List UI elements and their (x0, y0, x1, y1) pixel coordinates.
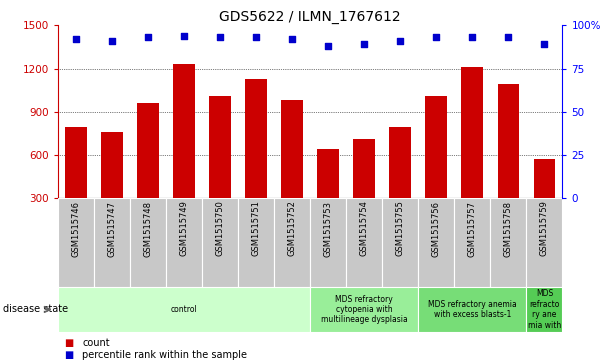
Bar (202, 198, 238, 287)
Bar (418, 287, 527, 332)
Bar (101, 132, 123, 241)
Text: GSM1515751: GSM1515751 (252, 200, 260, 256)
Text: GSM1515759: GSM1515759 (540, 200, 549, 256)
Text: GSM1515750: GSM1515750 (215, 200, 224, 256)
Bar (173, 64, 195, 241)
Point (251, 34, 261, 40)
Bar (282, 100, 303, 241)
Bar (527, 198, 562, 287)
Bar (94, 198, 130, 287)
Bar (274, 198, 310, 287)
Point (215, 34, 225, 40)
Point (71, 36, 81, 42)
Text: ■: ■ (64, 350, 73, 360)
Point (179, 33, 188, 38)
Bar (238, 198, 274, 287)
Text: GSM1515752: GSM1515752 (288, 200, 297, 256)
Text: GSM1515749: GSM1515749 (179, 200, 188, 256)
Point (359, 41, 369, 47)
Point (503, 34, 513, 40)
Bar (497, 84, 519, 241)
Bar (389, 127, 411, 241)
Text: GSM1515747: GSM1515747 (108, 200, 116, 257)
Text: GSM1515756: GSM1515756 (432, 200, 441, 257)
Text: ■: ■ (64, 338, 73, 348)
Point (287, 36, 297, 42)
Bar (310, 198, 346, 287)
Bar (130, 198, 166, 287)
Text: disease state: disease state (3, 305, 68, 314)
Point (107, 38, 117, 44)
Text: MDS
refracto
ry ane
mia with: MDS refracto ry ane mia with (528, 289, 561, 330)
Bar (527, 287, 562, 332)
Text: GSM1515753: GSM1515753 (323, 200, 333, 257)
Point (431, 34, 441, 40)
Bar (245, 78, 267, 241)
Bar (317, 149, 339, 241)
Bar (58, 287, 310, 332)
Title: GDS5622 / ILMN_1767612: GDS5622 / ILMN_1767612 (219, 11, 401, 24)
Bar (58, 198, 94, 287)
Bar (310, 287, 418, 332)
Bar (137, 103, 159, 241)
Bar (65, 127, 86, 241)
Text: GSM1515748: GSM1515748 (143, 200, 153, 257)
Bar (534, 159, 555, 241)
Text: GSM1515758: GSM1515758 (504, 200, 513, 257)
Point (395, 38, 405, 44)
Bar (490, 198, 527, 287)
Text: GSM1515754: GSM1515754 (360, 200, 368, 256)
Text: control: control (171, 305, 197, 314)
Bar (346, 198, 382, 287)
Text: GSM1515757: GSM1515757 (468, 200, 477, 257)
Bar (461, 67, 483, 241)
Text: MDS refractory anemia
with excess blasts-1: MDS refractory anemia with excess blasts… (428, 300, 517, 319)
Text: GSM1515755: GSM1515755 (396, 200, 405, 256)
Text: GSM1515746: GSM1515746 (71, 200, 80, 257)
Bar (426, 96, 447, 241)
Point (468, 34, 477, 40)
Point (143, 34, 153, 40)
Bar (166, 198, 202, 287)
Text: count: count (82, 338, 109, 348)
Text: percentile rank within the sample: percentile rank within the sample (82, 350, 247, 360)
Bar (454, 198, 490, 287)
Bar (353, 139, 375, 241)
Bar (209, 96, 231, 241)
Point (323, 43, 333, 49)
Bar (382, 198, 418, 287)
Point (539, 41, 549, 47)
Bar (418, 198, 454, 287)
Text: MDS refractory
cytopenia with
multilineage dysplasia: MDS refractory cytopenia with multilinea… (321, 294, 407, 325)
